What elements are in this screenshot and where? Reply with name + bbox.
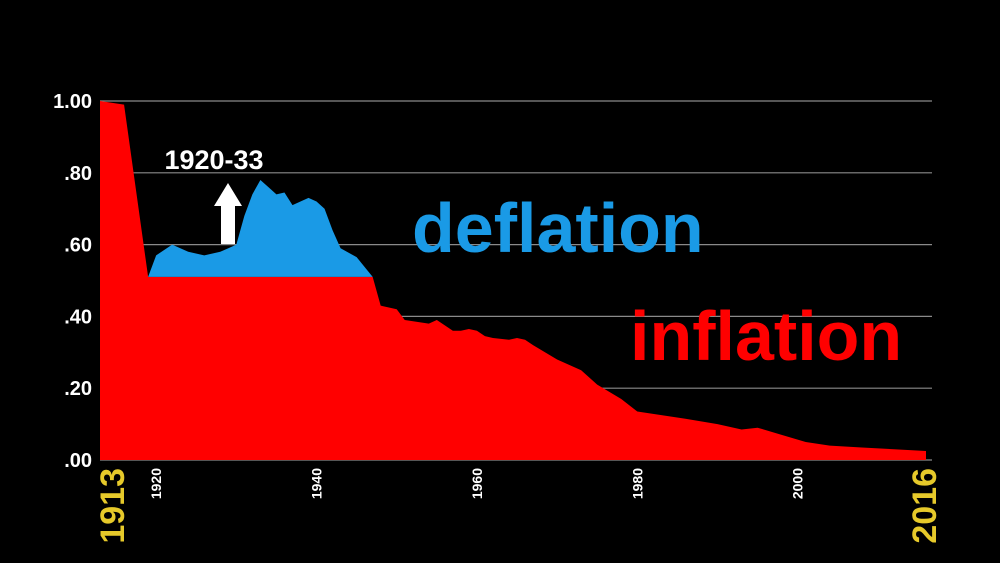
x-tick-3: 1960 <box>469 468 485 499</box>
area-series <box>100 101 926 460</box>
annotation-1920-33: 1920-33 <box>164 145 263 175</box>
annotations: 1920-33 <box>164 145 264 244</box>
y-tick-label-5: .00 <box>64 450 92 472</box>
area-series-0 <box>100 101 926 460</box>
x-tick-4: 1980 <box>629 468 645 499</box>
x-tick-label-5: 2000 <box>790 468 806 499</box>
x-tick-label-2: 1940 <box>309 468 325 499</box>
x-tick-label-0: 1913 <box>94 468 132 544</box>
y-tick-label-2: .60 <box>64 235 92 257</box>
y-axis-ticks: 1.00 .80 .60 .40 .20 .00 <box>53 91 92 472</box>
area-series-1 <box>148 179 373 277</box>
up-arrow-icon <box>214 183 242 244</box>
inflation-label: inflation <box>630 297 902 375</box>
y-tick-label-3: .40 <box>64 306 92 328</box>
x-tick-1: 1920 <box>148 468 164 499</box>
x-axis-ticks: 1913 1920 1940 1960 1980 2000 2016 <box>94 468 944 544</box>
x-tick-label-3: 1960 <box>469 468 485 499</box>
x-tick-5: 2000 <box>790 468 806 499</box>
x-tick-6: 2016 <box>906 468 944 544</box>
x-tick-label-6: 2016 <box>906 468 944 544</box>
y-tick-label-1: .80 <box>64 163 92 185</box>
deflation-label: deflation <box>412 189 704 267</box>
x-tick-2: 1940 <box>309 468 325 499</box>
y-tick-label-0: 1.00 <box>53 91 92 113</box>
y-tick-label-4: .20 <box>64 378 92 400</box>
x-tick-label-1: 1920 <box>148 468 164 499</box>
x-tick-0: 1913 <box>94 468 132 544</box>
x-tick-label-4: 1980 <box>629 468 645 499</box>
